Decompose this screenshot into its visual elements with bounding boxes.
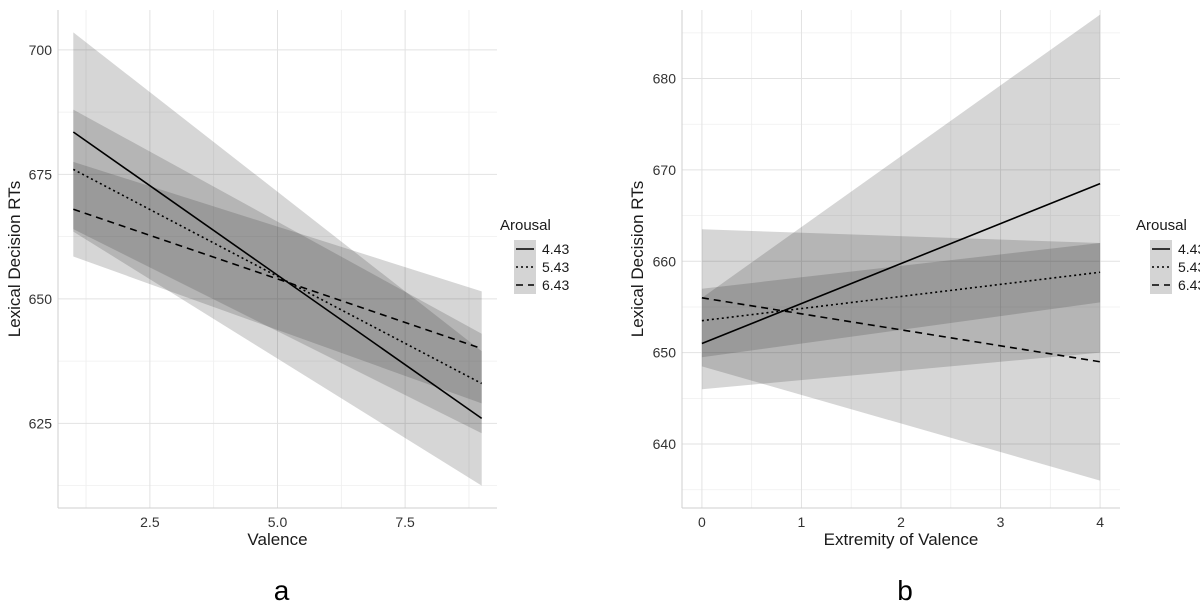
y-axis-title: Lexical Decision RTs [628, 181, 647, 338]
confidence-bands [73, 32, 482, 486]
series-line-6.43 [701, 297, 1101, 363]
legend-label-5.43: 5.43 [542, 259, 569, 275]
x-tick-label: 2 [897, 514, 905, 530]
y-tick-label: 670 [653, 162, 677, 178]
legend-label-6.43: 6.43 [1178, 277, 1200, 293]
legend-item-4.43: 4.43 [1150, 240, 1200, 258]
legend-key-6.43 [514, 276, 536, 294]
legend-title: Arousal [1136, 217, 1187, 234]
series-lines [72, 131, 483, 420]
legend: Arousal 4.43 5.43 6.43 [1136, 217, 1200, 294]
x-axis-title: Extremity of Valence [824, 530, 979, 549]
legend-key-5.43 [514, 258, 536, 276]
x-tick-label: 1 [798, 514, 806, 530]
confidence-bands [701, 14, 1101, 481]
legend-title: Arousal [500, 217, 551, 234]
legend-item-6.43: 6.43 [514, 276, 569, 294]
legend-item-4.43: 4.43 [514, 240, 569, 258]
legend-label-4.43: 4.43 [542, 241, 569, 257]
chart-panel-b: 0 1 2 3 4 640 650 660 670 680 Extremity of Valence… [628, 10, 1200, 606]
legend-item-6.43: 6.43 [1150, 276, 1200, 294]
y-tick-label: 625 [29, 415, 53, 431]
y-tick-label: 650 [653, 345, 677, 361]
x-tick-label: 3 [997, 514, 1005, 530]
x-axis-title: Valence [247, 530, 307, 549]
panel-label-b: b [897, 575, 913, 606]
x-tick-label: 7.5 [395, 514, 415, 530]
series-line-5.43 [72, 168, 483, 385]
grid [682, 10, 1120, 508]
y-tick-label: 660 [653, 253, 677, 269]
chart-panel-a: 2.5 5.0 7.5 625 650 675 700 Valence Lexical Deci… [5, 10, 569, 606]
legend-label-5.43: 5.43 [1178, 259, 1200, 275]
x-tick-label: 2.5 [140, 514, 160, 530]
y-tick-label: 650 [29, 291, 53, 307]
y-tick-label: 700 [29, 42, 53, 58]
y-tick-label: 640 [653, 436, 677, 452]
confidence-band-4.43 [73, 32, 482, 486]
legend: Arousal 4.43 5.43 6.43 [500, 217, 569, 294]
confidence-band-6.43 [73, 161, 482, 404]
y-tick-label: 675 [29, 166, 53, 182]
grid [58, 10, 497, 508]
x-tick-label: 0 [698, 514, 706, 530]
legend-label-6.43: 6.43 [542, 277, 569, 293]
legend-key-5.43 [1150, 258, 1172, 276]
legend-key-6.43 [1150, 276, 1172, 294]
legend-label-4.43: 4.43 [1178, 241, 1200, 257]
series-line-5.43 [701, 271, 1101, 322]
confidence-band-4.43 [701, 14, 1101, 390]
series-line-4.43 [72, 131, 483, 420]
y-tick-label: 680 [653, 71, 677, 87]
confidence-band-5.43 [701, 243, 1101, 358]
legend-item-5.43: 5.43 [1150, 258, 1200, 276]
x-tick-label: 5.0 [268, 514, 288, 530]
confidence-band-6.43 [701, 229, 1101, 481]
confidence-band-5.43 [73, 109, 482, 434]
panel-label-a: a [274, 575, 290, 606]
legend-item-5.43: 5.43 [514, 258, 569, 276]
series-line-4.43 [701, 182, 1101, 345]
y-axis-title: Lexical Decision RTs [5, 181, 24, 338]
series-lines [701, 182, 1101, 363]
x-tick-label: 4 [1096, 514, 1104, 530]
